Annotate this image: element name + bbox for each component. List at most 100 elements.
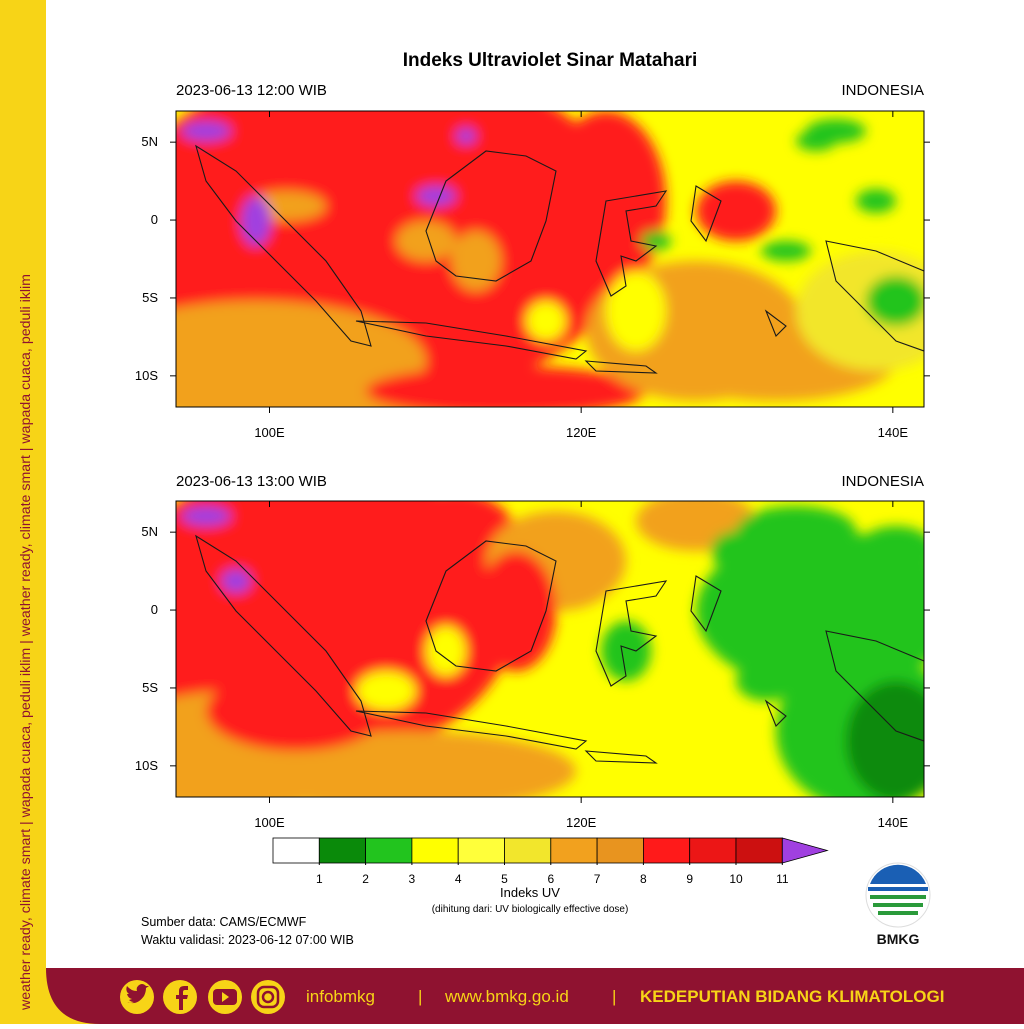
colorbar-tick-label: 8 <box>640 872 647 886</box>
y-tick-label: 0 <box>151 602 158 617</box>
uv-region <box>426 626 466 676</box>
coastline <box>195 534 372 737</box>
x-tick-label: 100E <box>254 425 285 440</box>
colorbar-swatch <box>504 837 552 864</box>
footer-separator: | <box>418 987 422 1006</box>
colorbar-tick-label: 2 <box>362 872 369 886</box>
uv-region <box>221 569 251 593</box>
uv-region <box>416 186 456 206</box>
colorbar-arrow <box>781 837 829 864</box>
colorbar-tick-label: 1 <box>316 872 323 886</box>
uv-region <box>736 661 796 701</box>
x-tick-label: 140E <box>878 425 909 440</box>
y-tick-label: 0 <box>151 212 158 227</box>
colorbar-tick-label: 11 <box>776 872 789 886</box>
uv-region <box>476 551 556 671</box>
map-panel: 2023-06-13 12:00 WIB INDONESIA 100E 120E 1… <box>135 82 930 440</box>
footer-website[interactable]: www.bmkg.go.id <box>444 987 569 1006</box>
colorbar-title: Indeks UV <box>500 885 560 900</box>
uv-region <box>456 128 476 144</box>
colorbar-tick-label: 3 <box>409 872 416 886</box>
title: Indeks Ultraviolet Sinar Matahari <box>403 50 698 71</box>
panel-time: 2023-06-13 13:00 WIB <box>176 473 327 490</box>
coastline <box>690 575 722 633</box>
uv-map <box>176 501 924 797</box>
colorbar-subtitle: (dihitung dari: UV biologically effectiv… <box>432 904 629 915</box>
colorbar-swatch <box>550 837 598 864</box>
colorbar-swatch <box>365 837 413 864</box>
panel-time: 2023-06-13 12:00 WIB <box>176 82 327 99</box>
side-strip <box>0 0 46 1024</box>
colorbar-swatch <box>735 837 783 864</box>
uv-region <box>696 181 776 241</box>
colorbar-tick-label: 10 <box>729 872 743 886</box>
colorbar-swatch <box>596 837 644 864</box>
bmkg-logo: BMKG <box>865 862 931 947</box>
coastline <box>595 190 668 297</box>
uv-region <box>451 231 501 291</box>
logo-text: BMKG <box>877 931 920 947</box>
instagram-lens <box>261 990 275 1004</box>
colorbar-tick-label: 7 <box>594 872 601 886</box>
coastline <box>355 320 588 360</box>
y-tick-label: 5S <box>142 680 158 695</box>
youtube-play <box>222 992 229 1002</box>
coastline <box>764 699 787 727</box>
uv-region <box>856 189 896 213</box>
uv-region <box>846 681 924 797</box>
uv-field <box>176 501 924 797</box>
colorbar-tick-label: 4 <box>455 872 462 886</box>
side-text: weather ready, climate smart | wapada cu… <box>18 274 34 1011</box>
x-tick-label: 100E <box>254 815 285 830</box>
validation-text: Waktu validasi: 2023-06-12 07:00 WIB <box>141 933 354 947</box>
colorbar-swatch <box>411 837 459 864</box>
twitter-glyph <box>126 984 149 1004</box>
coastline <box>690 185 722 243</box>
colorbar: 1 2 3 4 5 6 7 8 9 10 11 <box>272 837 829 886</box>
uv-region <box>696 531 924 691</box>
coastline <box>764 309 787 337</box>
colorbar-swatch <box>643 837 691 864</box>
x-tick-label: 140E <box>878 815 909 830</box>
logo-wave <box>873 903 923 907</box>
coastline <box>195 144 372 347</box>
uv-region <box>606 271 666 351</box>
uv-region <box>181 506 231 526</box>
uv-region <box>866 276 924 326</box>
instagram-glyph <box>256 985 280 1009</box>
y-tick-label: 5N <box>141 524 158 539</box>
coastline <box>425 150 557 282</box>
y-tick-label: 5N <box>141 134 158 149</box>
logo-wave <box>868 887 928 891</box>
panel-region: INDONESIA <box>841 473 924 490</box>
uv-field <box>176 111 924 407</box>
colorbar-swatch <box>689 837 737 864</box>
footer-corner <box>46 968 100 1024</box>
source-text: Sumber data: CAMS/ECMWF <box>141 915 307 929</box>
colorbar-tick-label: 9 <box>686 872 693 886</box>
coastline <box>825 240 924 352</box>
map-frame <box>175 500 925 798</box>
y-tick-label: 10S <box>135 758 158 773</box>
uv-region <box>736 506 856 556</box>
y-tick-label: 5S <box>142 290 158 305</box>
logo-wave <box>870 895 926 899</box>
y-tick-label: 10S <box>135 368 158 383</box>
footer-band <box>46 968 1024 1024</box>
x-tick-label: 120E <box>566 425 597 440</box>
uv-region <box>356 671 416 711</box>
social-icons <box>120 980 285 1014</box>
x-tick-label: 120E <box>566 815 597 830</box>
uv-region <box>711 531 761 571</box>
uv-region <box>761 241 811 261</box>
uv-region <box>366 366 646 407</box>
footer-handle: infobmkg <box>306 987 375 1006</box>
map-frame <box>175 110 925 408</box>
footer-separator: | <box>612 987 616 1006</box>
instagram-icon[interactable] <box>251 980 285 1014</box>
colorbar-swatch <box>272 837 320 864</box>
coastline <box>825 630 924 742</box>
coastline <box>595 580 668 687</box>
uv-region <box>796 131 836 151</box>
